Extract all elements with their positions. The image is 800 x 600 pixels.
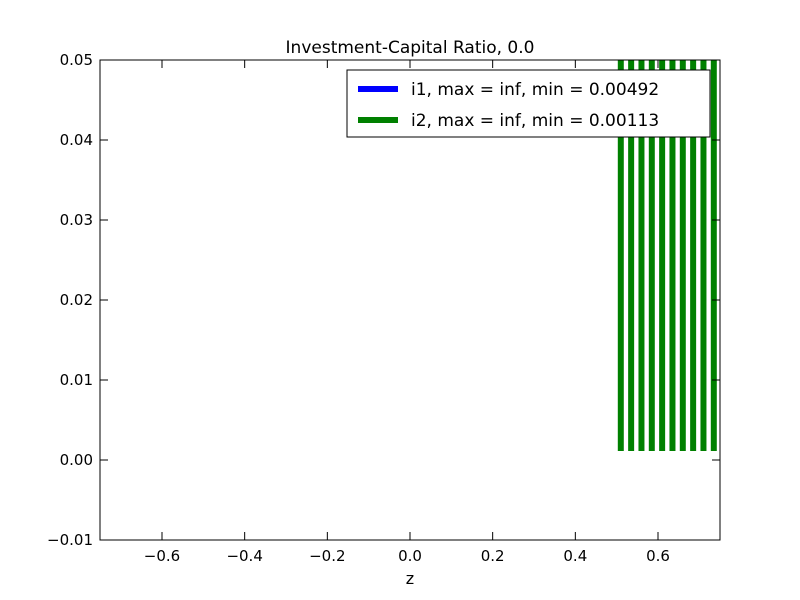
- y-tick-label: 0.04: [60, 131, 93, 149]
- y-tick-label: 0.02: [60, 291, 93, 309]
- chart-title: Investment-Capital Ratio, 0.0: [286, 38, 535, 58]
- x-tick-label: 0.2: [481, 547, 505, 565]
- y-tick-label: −0.01: [47, 531, 93, 549]
- y-tick-label: 0.01: [60, 371, 93, 389]
- x-tick-label: −0.4: [226, 547, 262, 565]
- legend-label-series-2: i2, max = inf, min = 0.00113: [411, 111, 659, 131]
- plot-series: [617, 60, 717, 451]
- x-tick-label: 0.6: [646, 547, 670, 565]
- y-axis: −0.01 0.00 0.01 0.02 0.03 0.04 0.05: [47, 51, 720, 549]
- y-tick-label: 0.05: [60, 51, 93, 69]
- x-tick-label: −0.2: [309, 547, 345, 565]
- y-tick-label: 0.00: [60, 451, 93, 469]
- x-tick-label: 0.0: [398, 547, 422, 565]
- x-tick-label: 0.4: [563, 547, 587, 565]
- x-axis-label: z: [406, 569, 414, 588]
- legend-label-series-1: i1, max = inf, min = 0.00492: [411, 80, 659, 100]
- legend: i1, max = inf, min = 0.00492 i2, max = in…: [346, 69, 711, 138]
- y-tick-label: 0.03: [60, 211, 93, 229]
- legend-box: [346, 69, 711, 138]
- x-tick-label: −0.6: [144, 547, 180, 565]
- x-axis: −0.6 −0.4 −0.2 0.0 0.2 0.4 0.6: [144, 60, 670, 565]
